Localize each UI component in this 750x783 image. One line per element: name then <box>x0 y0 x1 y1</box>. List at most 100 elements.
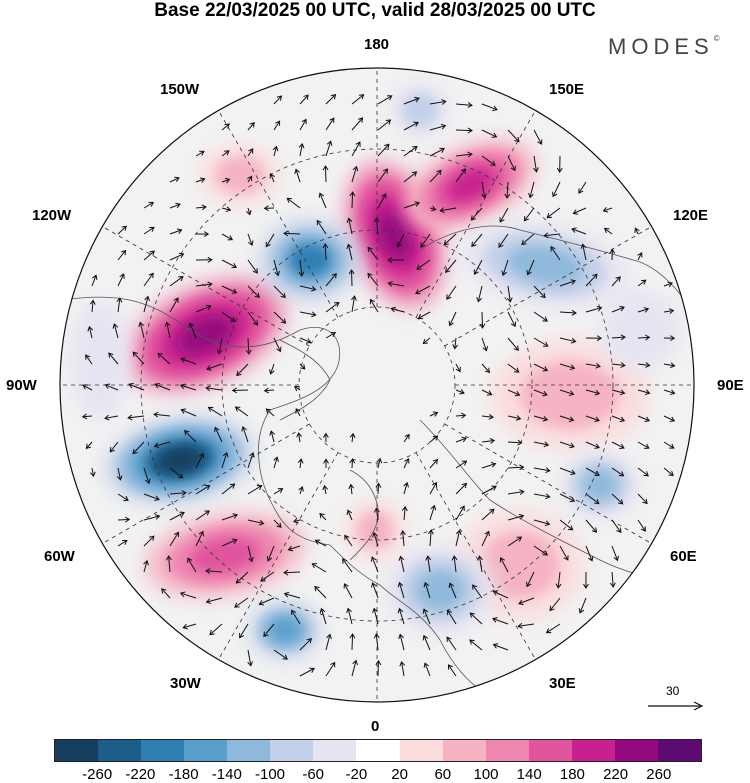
wind-vector-head <box>357 117 364 123</box>
anomaly-contour <box>582 469 618 501</box>
wind-vector-head <box>667 281 673 288</box>
wind-vector-head <box>294 168 300 175</box>
wind-vector <box>169 492 186 495</box>
anomaly-contour <box>447 169 493 201</box>
wind-vector <box>546 623 561 634</box>
colorbar-segment <box>614 740 658 761</box>
wind-vector <box>206 570 223 573</box>
wind-vector <box>169 467 183 479</box>
wind-vector <box>481 389 492 396</box>
wind-vector-head <box>249 451 255 458</box>
wind-vector-head <box>481 193 487 199</box>
wind-vector <box>299 638 312 651</box>
wind-vector <box>499 207 509 223</box>
wind-vector <box>86 441 93 449</box>
wind-vector-head <box>643 471 649 477</box>
wind-vector <box>273 311 286 324</box>
wind-vector-head <box>489 438 496 444</box>
wind-vector-head <box>346 509 353 515</box>
wind-vector <box>429 125 446 131</box>
wind-vector <box>455 103 472 106</box>
wind-vector-head <box>178 276 184 282</box>
wind-vector-head <box>420 242 426 248</box>
wind-vector <box>314 586 327 599</box>
wind-vector <box>324 165 327 183</box>
wind-vector-head <box>181 490 187 496</box>
wind-vector <box>637 308 649 313</box>
wind-vector <box>169 203 181 209</box>
wind-vector-head <box>305 338 312 344</box>
colorbar-segment <box>98 740 142 761</box>
wind-vector-head <box>180 408 187 414</box>
wind-vector-head <box>499 556 505 563</box>
wind-vector-head <box>417 314 424 320</box>
wind-vector-head <box>175 202 181 209</box>
wind-vector <box>161 588 171 599</box>
wind-vector <box>236 571 249 584</box>
wind-vector <box>117 493 129 501</box>
wind-vector <box>533 545 548 556</box>
wind-vector-head <box>370 556 377 562</box>
wind-vector <box>320 608 327 625</box>
wind-vector <box>324 243 327 261</box>
wind-vector-head <box>375 659 382 666</box>
wind-vector-head <box>178 252 185 259</box>
wind-vector-head <box>609 582 616 588</box>
wind-vector <box>663 467 674 476</box>
wind-vector-head <box>578 608 585 614</box>
wind-vector-head <box>413 121 419 127</box>
wind-vector-head <box>427 529 434 535</box>
wind-vector-head <box>436 169 442 176</box>
wind-vector <box>299 143 303 157</box>
wind-vector-head <box>201 204 207 211</box>
wind-vector <box>273 285 286 298</box>
wind-vector-head <box>293 386 300 392</box>
colorbar-segment <box>270 740 314 761</box>
wind-vector-head <box>412 146 418 152</box>
wind-vector <box>273 259 279 276</box>
meridian-line <box>444 423 655 546</box>
wind-vector <box>169 177 180 183</box>
wind-vector-head <box>470 215 477 221</box>
meridian-line <box>415 107 538 318</box>
wind-vector <box>180 592 197 599</box>
wind-vector <box>492 618 509 625</box>
label-60w: 60W <box>44 548 75 565</box>
wind-vector-head <box>149 535 155 541</box>
wind-vector-head <box>556 167 563 173</box>
wind-vector <box>559 441 575 448</box>
wind-vector <box>132 351 145 365</box>
wind-vector-head <box>371 582 377 588</box>
wind-vector <box>104 415 119 419</box>
wind-vector-head <box>469 612 475 618</box>
wind-vector <box>578 181 587 194</box>
wind-vector <box>455 389 465 394</box>
wind-vector <box>373 608 379 625</box>
wind-vector-head <box>459 389 465 395</box>
wind-vector-head <box>439 207 445 214</box>
anomaly-field <box>70 82 680 658</box>
wind-vector <box>143 226 155 235</box>
wind-vector <box>239 623 249 638</box>
wind-vector-head <box>256 485 263 491</box>
wind-vector-head <box>592 273 598 280</box>
colorbar-segment <box>485 740 529 761</box>
wind-vector-head <box>138 321 144 328</box>
wind-vector-head <box>180 357 186 363</box>
wind-vector <box>507 415 521 420</box>
wind-vector-head <box>269 173 275 179</box>
wind-vector-head <box>369 298 375 305</box>
wind-vector <box>377 95 393 105</box>
wind-vectors <box>81 93 676 677</box>
wind-vector <box>117 298 121 313</box>
anomaly-contour <box>70 300 130 420</box>
wind-vector-head <box>149 226 155 232</box>
wind-vector <box>500 557 509 573</box>
wind-vector <box>221 123 230 131</box>
wind-vector-head <box>292 517 299 524</box>
wind-vector-head <box>492 105 498 112</box>
wind-vector <box>415 285 431 294</box>
wind-vector <box>371 556 379 573</box>
wind-vector-head <box>352 659 358 666</box>
wind-vector-head <box>492 590 499 596</box>
